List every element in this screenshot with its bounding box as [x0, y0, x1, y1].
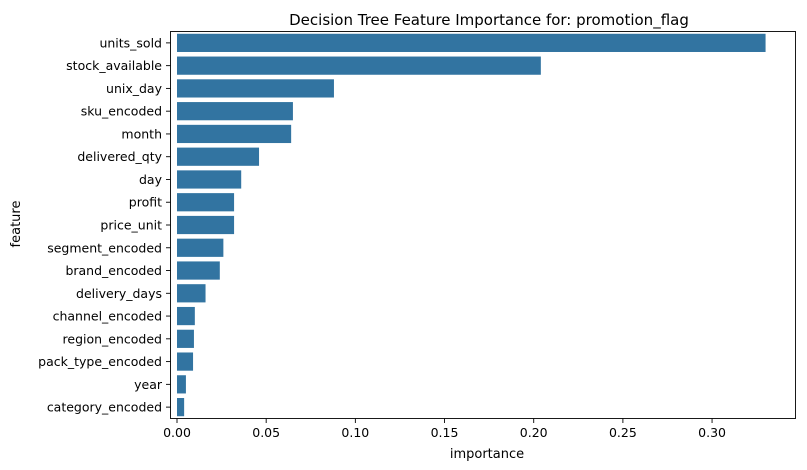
- x-tick-label-2: 0.10: [341, 425, 369, 440]
- y-tick-label-channel-encoded: channel_encoded: [53, 309, 162, 324]
- y-tick-label-region-encoded: region_encoded: [63, 331, 162, 346]
- plot-frame: [170, 31, 796, 419]
- y-tick-label-category-encoded: category_encoded: [47, 400, 162, 415]
- y-tick-label-pack-type-encoded: pack_type_encoded: [38, 354, 162, 369]
- bar-year: [177, 375, 186, 394]
- y-tick-label-profit: profit: [129, 195, 162, 210]
- bar-day: [177, 170, 242, 189]
- y-tick-label-price-unit: price_unit: [100, 218, 162, 233]
- y-tick-label-stock-available: stock_available: [66, 58, 162, 73]
- x-tick-label-6: 0.30: [698, 425, 726, 440]
- bars-group: [177, 33, 766, 417]
- y-ticks-group: units_sold stock_available unix_day sku_enc…: [38, 35, 171, 415]
- x-tick-label-5: 0.25: [609, 425, 637, 440]
- x-ticks-group: 0.00 0.05 0.10 0.15 0.20 0.25 0.30: [163, 418, 726, 440]
- y-axis-label: feature: [9, 201, 24, 248]
- y-tick-label-month: month: [121, 126, 162, 141]
- y-tick-label-units-sold: units_sold: [99, 35, 162, 50]
- bar-pack-type-encoded: [177, 352, 194, 371]
- bar-price-unit: [177, 215, 235, 235]
- bar-units-sold: [177, 33, 766, 52]
- bar-channel-encoded: [177, 306, 195, 326]
- y-tick-label-unix-day: unix_day: [106, 81, 163, 96]
- x-tick-label-4: 0.20: [520, 425, 548, 440]
- y-tick-label-sku-encoded: sku_encoded: [81, 104, 162, 119]
- bar-sku-encoded: [177, 102, 293, 121]
- bar-region-encoded: [177, 329, 194, 348]
- chart-title: Decision Tree Feature Importance for: pr…: [289, 11, 689, 30]
- y-tick-label-delivery-days: delivery_days: [76, 286, 162, 301]
- bar-profit: [177, 193, 235, 212]
- y-tick-label-delivered-qty: delivered_qty: [77, 149, 162, 164]
- bar-delivered-qty: [177, 147, 260, 166]
- bar-delivery-days: [177, 284, 206, 303]
- bar-brand-encoded: [177, 261, 220, 280]
- bar-unix-day: [177, 79, 334, 98]
- bar-category-encoded: [177, 398, 185, 417]
- x-tick-label-3: 0.15: [431, 425, 459, 440]
- bar-segment-encoded: [177, 238, 224, 257]
- bar-stock-available: [177, 56, 541, 75]
- x-axis-label: importance: [450, 447, 524, 462]
- y-tick-label-day: day: [139, 172, 163, 187]
- y-tick-label-segment-encoded: segment_encoded: [47, 240, 162, 255]
- bar-month: [177, 124, 292, 144]
- x-tick-label-0: 0.00: [163, 425, 191, 440]
- y-tick-label-year: year: [134, 377, 163, 392]
- x-tick-label-1: 0.05: [252, 425, 280, 440]
- y-tick-label-brand-encoded: brand_encoded: [65, 263, 162, 278]
